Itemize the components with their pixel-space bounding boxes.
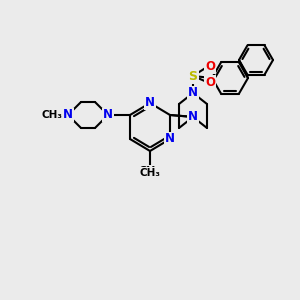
Text: S: S [188, 70, 197, 83]
Text: CH₃: CH₃ [41, 110, 62, 120]
Text: N: N [145, 97, 155, 110]
Text: N: N [188, 110, 198, 124]
Text: CH₃: CH₃ [140, 168, 160, 178]
Text: O: O [205, 61, 215, 74]
Text: CH₃: CH₃ [139, 166, 161, 176]
Text: N: N [103, 109, 113, 122]
Text: N: N [63, 109, 73, 122]
Text: N: N [188, 86, 198, 100]
Text: N: N [165, 133, 175, 146]
Text: O: O [205, 76, 215, 88]
